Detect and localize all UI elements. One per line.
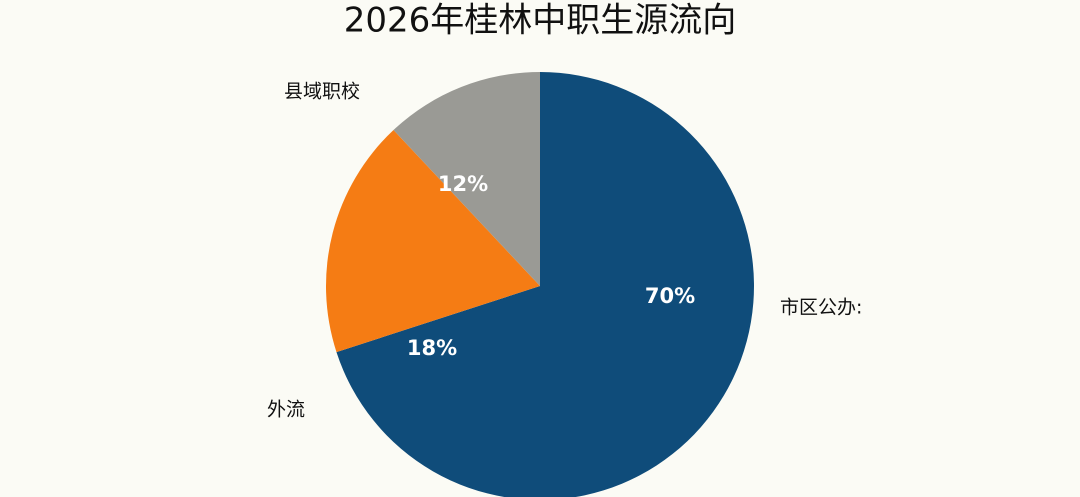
slice-label: 县域职校 xyxy=(284,81,360,103)
value-label: 70% xyxy=(645,284,695,308)
slice-label: 市区公办: xyxy=(780,297,862,319)
value-label: 18% xyxy=(407,336,457,360)
slice-label: 外流 xyxy=(267,399,305,421)
pie-slice xyxy=(326,130,540,353)
pie-slice xyxy=(336,72,754,497)
pie-slice xyxy=(393,72,540,286)
value-label: 12% xyxy=(438,172,488,196)
chart-title: 2026年桂林中职生源流向 xyxy=(344,1,737,41)
